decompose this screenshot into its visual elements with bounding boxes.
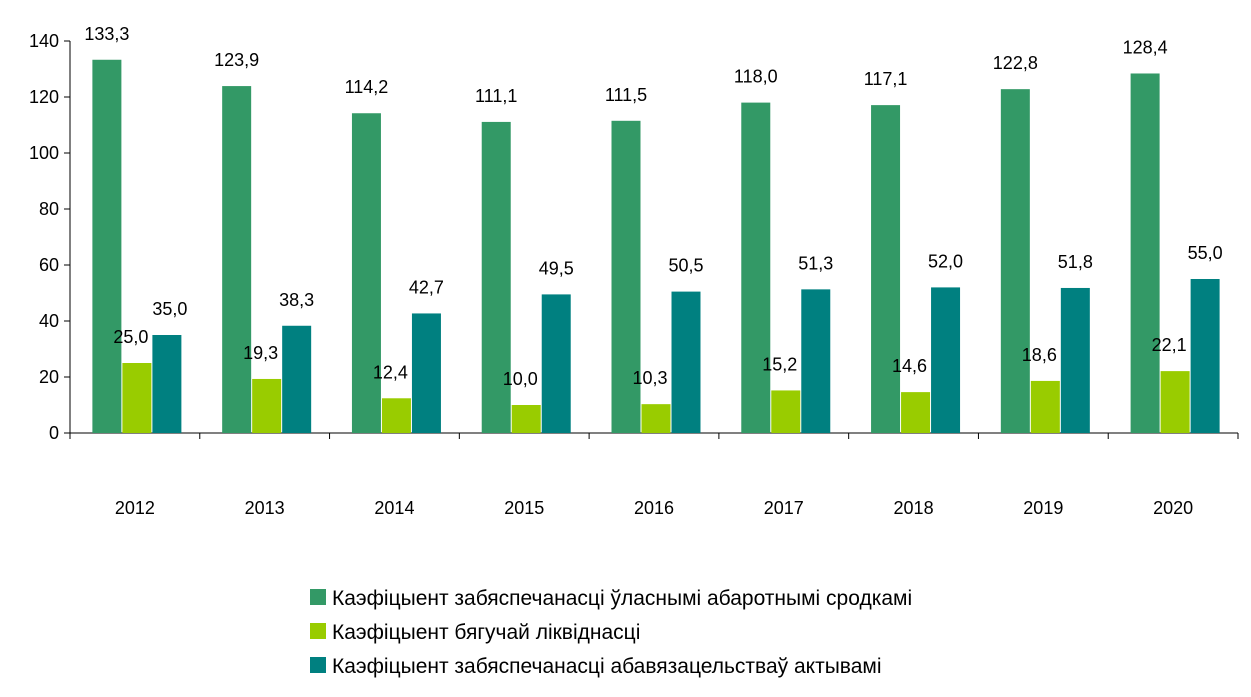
data-label-2-2012: 25,0 [113,327,148,347]
data-label-2-2019: 18,6 [1022,345,1057,365]
data-label-1-2018: 117,1 [864,69,908,89]
data-label-3-2020: 55,0 [1188,243,1223,263]
data-label-3-2014: 42,7 [409,277,444,297]
legend-swatch-2 [310,623,326,639]
bar-2-2019 [1030,380,1060,433]
data-label-3-2019: 51,8 [1058,252,1093,272]
plot-area: 0 20 40 60 80 100 120 140 133,3 123,9 114,2 111,1 11… [29,24,1239,518]
bar-3-2015 [541,294,571,433]
bar-2-2016 [641,404,671,433]
bar-2-2015 [511,405,541,433]
data-label-2-2014: 12,4 [373,362,408,382]
data-label-3-2018: 52,0 [928,251,963,271]
legend: Каэфіцыент забяспечанасці ўласнымі абаро… [310,587,912,678]
bar-1-2012 [92,59,122,433]
bar-2-2020 [1160,371,1190,433]
data-label-2-2016: 10,3 [632,368,667,388]
bar-2-2018 [901,392,931,433]
data-label-1-2020: 128,4 [1123,37,1168,57]
bar-1-2018 [871,105,901,434]
legend-label-2: Каэфіцыент бягучай ліквіднасці [332,621,640,644]
bar-3-2020 [1190,279,1220,433]
legend-swatch-1 [310,589,326,605]
bar-3-2016 [671,291,701,433]
y-tick-label: 120 [29,87,59,107]
data-label-2-2020: 22,1 [1152,335,1187,355]
y-tick-label: 140 [29,31,59,51]
data-label-1-2013: 123,9 [214,50,259,70]
bar-2-2017 [771,390,801,433]
x-tick-label-2016: 2016 [634,498,674,518]
bar-1-2015 [481,121,511,434]
data-label-2-2013: 19,3 [243,343,278,363]
data-label-2-2015: 10,0 [503,369,538,389]
x-tick-label-2012: 2012 [115,498,155,518]
x-tick-label-2013: 2013 [245,498,285,518]
data-label-3-2015: 49,5 [539,258,574,278]
y-tick-label: 60 [39,255,59,275]
legend-label-1: Каэфіцыент забяспечанасці ўласнымі абаро… [332,587,912,610]
legend-swatch-3 [310,657,326,673]
data-label-3-2017: 51,3 [798,253,833,273]
data-label-1-2017: 118,0 [734,67,778,87]
x-tick-label-2019: 2019 [1023,498,1063,518]
data-label-1-2015: 111,1 [475,86,517,106]
data-label-1-2019: 122,8 [993,53,1038,73]
bar-1-2016 [611,120,641,434]
x-tick-label-2015: 2015 [504,498,544,518]
y-tick-label: 80 [39,199,59,219]
bar-3-2013 [282,325,312,433]
bar-1-2013 [222,86,252,433]
y-tick-label: 0 [49,423,59,443]
data-label-3-2016: 50,5 [668,256,703,276]
data-label-3-2012: 35,0 [152,299,187,319]
bar-1-2017 [741,102,771,433]
bar-3-2014 [411,313,441,433]
data-label-1-2014: 114,2 [345,77,389,97]
bar-2-2012 [122,363,152,433]
data-label-1-2012: 133,3 [84,24,129,44]
bar-2-2013 [252,378,282,433]
x-tick-label-2017: 2017 [764,498,804,518]
data-label-2-2017: 15,2 [762,354,797,374]
y-tick-label: 20 [39,367,59,387]
x-tick-label-2020: 2020 [1153,498,1193,518]
bar-3-2018 [931,287,961,433]
bar-1-2019 [1000,89,1030,433]
bar-3-2012 [152,335,182,433]
bar-1-2020 [1130,73,1160,433]
data-label-1-2016: 111,5 [605,85,647,105]
x-tick-label-2018: 2018 [894,498,934,518]
data-label-3-2013: 38,3 [279,290,314,310]
bar-2-2014 [381,398,411,433]
bar-3-2019 [1060,287,1090,433]
y-tick-label: 100 [29,143,59,163]
bar-3-2017 [801,289,831,433]
bar-1-2014 [351,113,381,434]
y-tick-label: 40 [39,311,59,331]
legend-label-3: Каэфіцыент забяспечанасці абавязацельств… [332,655,882,678]
data-label-2-2018: 14,6 [892,356,927,376]
x-tick-label-2014: 2014 [374,498,414,518]
